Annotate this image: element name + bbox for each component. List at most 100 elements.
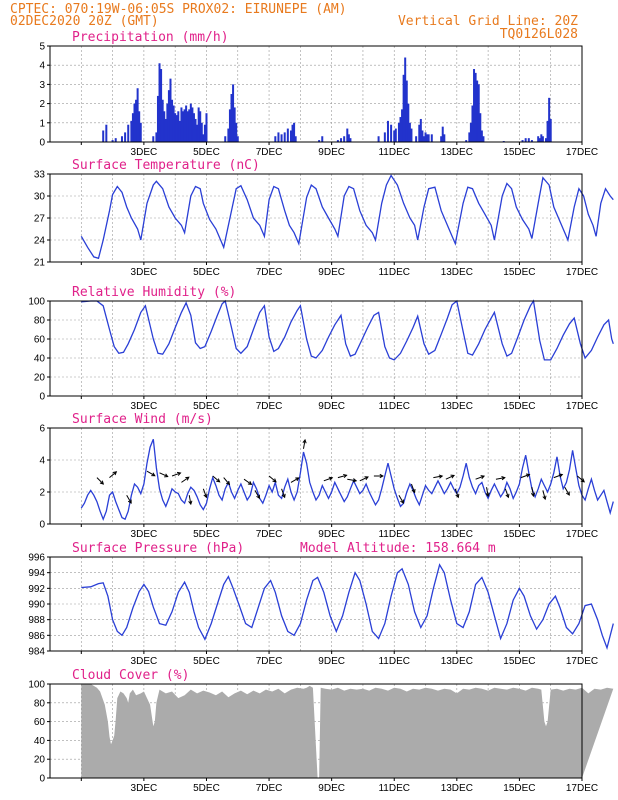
precip-bar (393, 130, 396, 142)
y-tick-label: 988 (28, 615, 45, 626)
wind-arrow (96, 477, 105, 485)
wind-arrow (159, 472, 169, 478)
precip-bar (185, 105, 188, 142)
precip-bar (421, 130, 424, 142)
y-tick-label: 100 (28, 680, 45, 691)
precip-bar (178, 120, 181, 142)
precip-bar (541, 136, 544, 142)
precip-bar (191, 107, 194, 142)
wind-arrow (553, 473, 564, 479)
panel-frame (49, 300, 583, 397)
x-tick-label: 7DEC (256, 783, 283, 794)
x-tick-label: 15DEC (503, 147, 535, 158)
x-tick-label: 11DEC (378, 267, 410, 278)
precip-bar (530, 140, 533, 142)
wind-arrow (126, 494, 132, 504)
precip-bar (280, 134, 283, 142)
wind-arrow (410, 483, 416, 494)
wind-arrow (109, 471, 118, 478)
x-tick-label: 11DEC (378, 783, 410, 794)
x-tick-label: 17DEC (566, 401, 598, 412)
wind-arrow (530, 487, 536, 498)
precip-bar (402, 74, 405, 142)
precip-bar (443, 134, 446, 142)
precip-bar (177, 111, 180, 142)
x-tick-label: 15DEC (503, 529, 535, 540)
header-grid-note: Vertical Grid Line: 20Z (398, 14, 578, 29)
precip-bar (289, 130, 292, 142)
x-tick-label: 7DEC (256, 267, 283, 278)
precip-bar (138, 111, 141, 142)
panel-title-wind: Surface Wind (m/s) (72, 412, 213, 427)
pres-series-line (81, 563, 614, 651)
precip-bar (131, 113, 134, 142)
wind-arrow (290, 477, 300, 483)
x-tick-label: 5DEC (193, 656, 220, 667)
panel-pres: 984 986 988 990 992 994 996 3DEC 5DEC 7DEC 9DEC 11D… (28, 541, 614, 667)
precip-bar (189, 103, 192, 142)
wind-arrow (347, 478, 358, 483)
precip-bar (130, 120, 133, 142)
x-tick-label: 15DEC (503, 267, 535, 278)
precip-bar (169, 78, 172, 142)
precip-bar (192, 113, 195, 142)
precip-bar (427, 134, 430, 142)
cloud-cover-area (81, 684, 614, 778)
y-tick-label: 0 (39, 520, 45, 531)
wind-arrow (445, 474, 455, 480)
precip-bar (394, 128, 397, 142)
precip-bar (349, 138, 352, 142)
precip-bar (390, 124, 393, 142)
precip-bar (155, 132, 158, 142)
precip-bar (186, 111, 189, 142)
panel-title-cloud: Cloud Cover (%) (72, 668, 189, 683)
precip-bar (174, 113, 177, 142)
panel-frame (49, 683, 583, 779)
y-tick-label: 5 (39, 42, 45, 53)
precip-bar (183, 109, 186, 142)
x-tick-label: 5DEC (193, 529, 220, 540)
precip-bar (199, 111, 202, 142)
precip-bar (473, 69, 476, 142)
panel-title-rh: Relative Humidity (%) (72, 285, 236, 300)
precip-bar (482, 136, 485, 142)
panel-precip: 0 1 2 3 4 5 3DEC 5DEC 7DEC 9DEC 11DEC 13DEC 15DEC 17D… (39, 30, 598, 158)
precip-bar (277, 132, 280, 142)
precip-bar (205, 113, 208, 142)
precip-bar (318, 140, 321, 142)
precip-bar (164, 118, 167, 142)
wind-arrow (146, 470, 156, 477)
x-tick-label: 5DEC (193, 783, 220, 794)
precip-bar (419, 118, 422, 142)
x-tick-label: 9DEC (318, 267, 345, 278)
y-tick-label: 2 (39, 99, 45, 110)
y-tick-label: 992 (28, 584, 45, 595)
precip-bar (235, 122, 238, 142)
precip-bar (418, 124, 421, 142)
precip-bar (274, 136, 277, 142)
precip-bar (407, 103, 410, 142)
precip-bar (111, 140, 114, 142)
wind-arrow (181, 476, 190, 483)
precip-bar (135, 99, 138, 142)
precip-bar (546, 120, 549, 142)
x-tick-label: 13DEC (441, 529, 473, 540)
precip-bar (188, 109, 191, 142)
precip-bar (127, 124, 130, 142)
wind-arrow (202, 488, 208, 499)
precip-bar (343, 136, 346, 142)
wind-arrow (223, 477, 231, 486)
precip-bar (441, 126, 444, 142)
x-tick-label: 7DEC (256, 401, 283, 412)
wind-arrow (542, 490, 547, 501)
wind-arrow (212, 475, 221, 483)
panel-title-pres: Surface Pressure (hPa) (72, 541, 244, 556)
precip-bar (476, 80, 479, 142)
wind-arrow (302, 438, 307, 449)
x-tick-label: 3DEC (131, 267, 158, 278)
precip-bar (133, 103, 136, 142)
precip-bar (172, 105, 175, 142)
panel-title-temp: Surface Temperature (nC) (72, 158, 260, 173)
precip-bar (283, 132, 286, 142)
